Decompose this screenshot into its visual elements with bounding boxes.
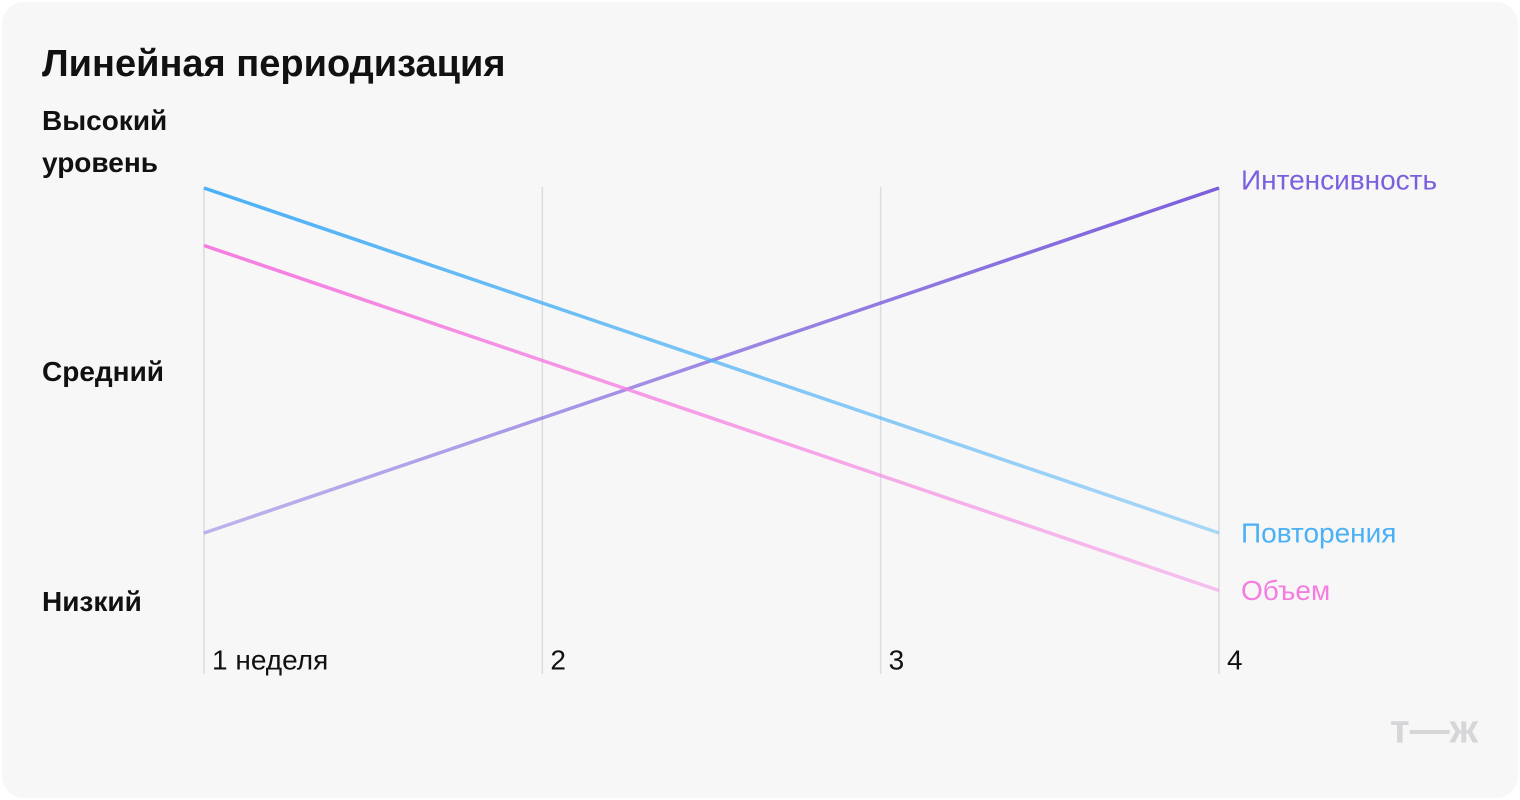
legend-label: Интенсивность (1241, 164, 1437, 195)
watermark: т—ж (1390, 708, 1479, 752)
y-tick-label: Средний (42, 356, 165, 387)
x-tick-label: 2 (550, 644, 566, 675)
y-tick-label: Низкий (42, 586, 142, 617)
y-tick-label: Высокий уровень (42, 105, 168, 178)
chart-title: Линейная периодизация (42, 43, 506, 85)
series-line (203, 186, 1220, 535)
legend-label: Повторения (1241, 517, 1396, 548)
series-line (203, 243, 1220, 593)
x-tick-label: 4 (1227, 644, 1243, 675)
legend-label: Объем (1241, 575, 1330, 606)
x-tick-label: 1 неделя (212, 644, 328, 675)
x-tick-label: 3 (889, 644, 905, 675)
